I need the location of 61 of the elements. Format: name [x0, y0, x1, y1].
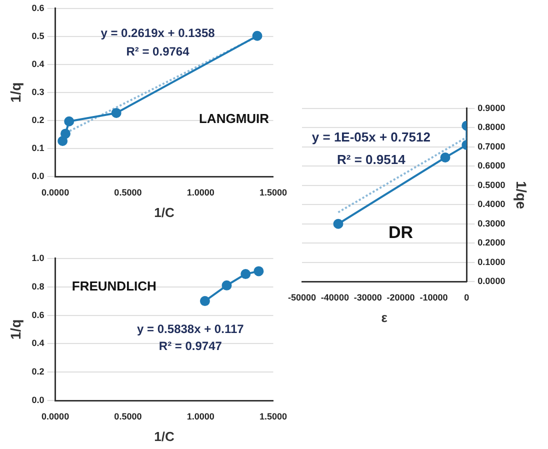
x-tick-label: 0	[464, 292, 470, 302]
point	[252, 30, 262, 41]
y-tick-label: 0.8000	[478, 122, 506, 132]
x-tick-label: -30000	[354, 292, 382, 302]
y-tick-label: 1.0	[32, 252, 44, 263]
y-tick-label: 0.7000	[478, 141, 506, 152]
x-tick-label: 0.5000	[114, 187, 142, 198]
annotation: y = 0.5838x + 0.117	[137, 322, 244, 336]
y-tick-label: 0.6	[32, 2, 44, 13]
point	[60, 128, 70, 139]
y-tick-label: 0.3	[32, 86, 44, 97]
y-tick-label: 0.5	[32, 30, 44, 41]
annotation: R² = 0.9514	[337, 152, 406, 167]
y-tick-label: 0.6000	[478, 160, 506, 171]
x-tick-label: 1.0000	[186, 187, 214, 198]
y-tick-label: 0.4000	[478, 199, 506, 210]
y-tick-label: 0.6	[32, 310, 44, 320]
annotation: FREUNDLICH	[72, 278, 156, 294]
annotation: R² = 0.9764	[126, 44, 190, 58]
annotation: R² = 0.9747	[158, 338, 222, 353]
point	[58, 136, 68, 146]
point	[200, 296, 210, 306]
x-tick-label: -20000	[386, 292, 415, 302]
point	[222, 280, 232, 290]
y-tick-label: 0.1	[32, 143, 44, 154]
y-tick-label: 0.4	[32, 58, 44, 69]
point	[254, 266, 264, 276]
y-tick-label: 0.0000	[478, 276, 506, 286]
y-axis-title: 1/q	[7, 82, 24, 103]
x-tick-label: -10000	[420, 292, 448, 302]
y-tick-label: 0.0	[32, 395, 44, 406]
annotation: y = 0.2619x + 0.1358	[100, 26, 216, 40]
y-tick-label: 0.8	[32, 281, 44, 292]
point	[64, 116, 74, 126]
x-tick-label: 0.5000	[114, 411, 142, 422]
x-tick-label: 0.0000	[42, 187, 70, 198]
x-axis-title: 1/C	[154, 428, 175, 444]
y-tick-label: 0.3000	[478, 218, 506, 228]
point	[240, 269, 251, 280]
x-tick-label: 1.5000	[259, 411, 287, 422]
annotation: y = 1E-05x + 0.7512	[312, 129, 430, 144]
x-tick-label: 1.0000	[186, 411, 214, 422]
x-tick-label: 1.5000	[259, 187, 287, 198]
annotation: LANGMUIR	[198, 110, 270, 126]
x-tick-label: -50000	[288, 292, 316, 302]
y-tick-label: 0.5000	[478, 180, 506, 190]
y-tick-label: 0.0	[32, 171, 44, 182]
x-tick-label: -40000	[320, 292, 349, 302]
x-axis-title: 1/C	[154, 204, 175, 220]
y-tick-label: 0.1000	[478, 256, 506, 267]
x-tick-label: 0.0000	[42, 411, 70, 422]
y-tick-label: 0.2	[32, 115, 44, 126]
x-axis-title: ε	[381, 310, 388, 325]
y-tick-label: 0.4	[32, 338, 44, 348]
y-tick-label: 0.2000	[478, 238, 506, 248]
y-tick-label: 0.9000	[478, 102, 506, 113]
y-axis-title: 1/qe	[514, 180, 530, 210]
y-axis-title: 1/q	[7, 319, 24, 340]
y-tick-label: 0.2	[32, 366, 44, 377]
point	[111, 108, 122, 118]
annotation: DR	[388, 222, 414, 242]
